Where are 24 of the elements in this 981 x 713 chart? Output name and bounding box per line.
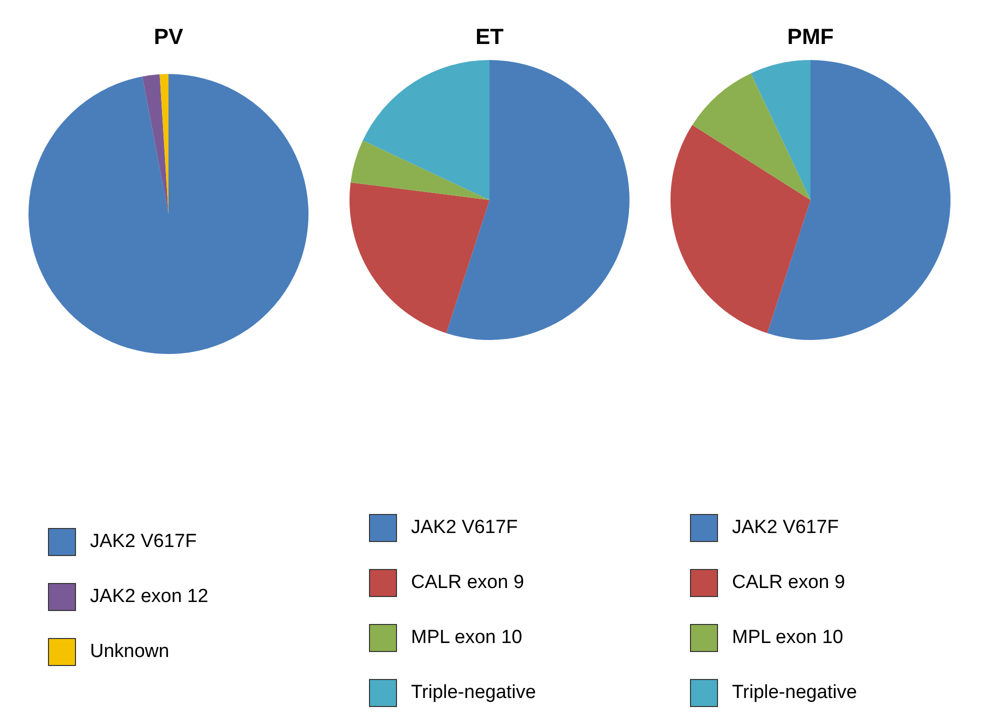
pie-slice <box>446 60 630 340</box>
pie-slice <box>28 74 308 354</box>
pie-slice <box>142 74 168 214</box>
legend-label: Unknown <box>90 640 170 662</box>
pie-slice <box>692 73 810 200</box>
legend-label: JAK2 V617F <box>732 516 839 538</box>
legend-label: JAK2 V617F <box>90 530 197 552</box>
legend-label: Triple-negative <box>411 682 536 704</box>
legend-label: MPL exon 10 <box>732 626 844 648</box>
chart-title: PMF <box>787 24 834 50</box>
legend-label: CALR exon 9 <box>411 572 524 594</box>
legend-label: JAK2 V617F <box>411 516 518 538</box>
pie-slice <box>350 140 490 200</box>
pie-slice <box>362 60 490 200</box>
pie-slice <box>767 60 950 340</box>
legend-label: CALR exon 9 <box>732 572 846 594</box>
chart-title: PV <box>154 24 184 51</box>
pie-slice <box>350 182 490 334</box>
legend-label: MPL exon 10 <box>411 626 522 648</box>
legend-label: JAK2 exon 12 <box>90 586 208 608</box>
pie-slice <box>750 60 810 200</box>
pie-slice <box>670 124 810 334</box>
legend-label: Triple-negative <box>732 682 857 704</box>
chart-title: ET <box>475 24 504 50</box>
